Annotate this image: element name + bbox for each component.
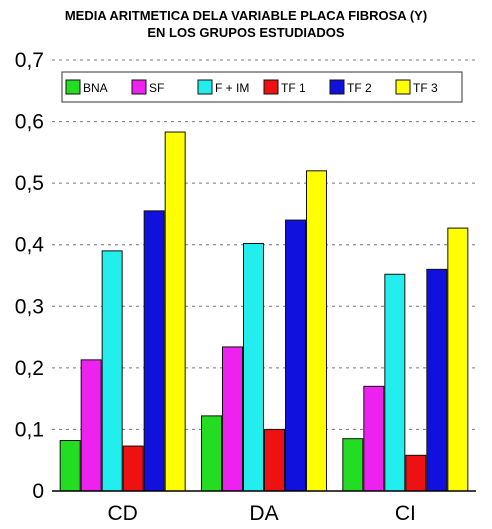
category-label: CI bbox=[395, 502, 416, 525]
bar-bna-cd bbox=[59, 440, 81, 492]
legend-label: TF 2 bbox=[347, 81, 372, 95]
bar-tf-3-ci bbox=[447, 227, 469, 492]
bar-tf-1-da bbox=[264, 428, 285, 492]
bar-tf-2-da bbox=[285, 219, 306, 492]
category-label: CD bbox=[107, 502, 137, 525]
y-tick-label: 0,2 bbox=[15, 357, 44, 380]
legend-label: BNA bbox=[83, 81, 108, 95]
legend-label: TF 3 bbox=[413, 81, 438, 95]
y-tick-label: 0,3 bbox=[15, 295, 44, 318]
bar-tf-2-cd bbox=[143, 210, 165, 492]
x-axis-categories: CD DA CI bbox=[107, 502, 415, 525]
legend-label: SF bbox=[149, 81, 164, 95]
chart-title: MEDIA ARITMETICA DELA VARIABLE PLACA FIB… bbox=[65, 8, 427, 23]
legend: BNA SF F + IM TF 1 TF 2 TF 3 bbox=[61, 71, 463, 103]
bars bbox=[59, 131, 469, 492]
legend-box bbox=[61, 71, 463, 103]
legend-label: F + IM bbox=[215, 81, 249, 95]
bar-tf-1-cd bbox=[122, 445, 144, 492]
bar-sf-ci bbox=[363, 385, 385, 492]
legend-swatch bbox=[263, 79, 279, 95]
y-tick-label: 0,5 bbox=[15, 172, 44, 195]
bar-tf-3-cd bbox=[164, 131, 186, 492]
bar-sf-da bbox=[222, 346, 243, 492]
legend-swatch bbox=[197, 79, 213, 95]
y-tick-label: 0,7 bbox=[15, 49, 44, 72]
y-tick-label: 0,4 bbox=[15, 234, 45, 257]
legend-swatch bbox=[395, 79, 411, 95]
category-label: DA bbox=[249, 502, 278, 525]
bar-f-im-cd bbox=[101, 250, 123, 492]
y-tick-label: 0 bbox=[32, 480, 44, 503]
y-axis-ticks: 0 0,1 0,2 0,3 0,4 0,5 0,6 0,7 bbox=[15, 49, 45, 503]
legend-swatch bbox=[329, 79, 345, 95]
bar-bna-ci bbox=[342, 438, 364, 492]
bar-sf-cd bbox=[80, 359, 102, 492]
legend-swatch bbox=[65, 79, 81, 95]
bar-bna-da bbox=[201, 415, 222, 492]
bar-tf-2-ci bbox=[426, 268, 448, 492]
legend-swatch bbox=[131, 79, 147, 95]
bar-tf-3-da bbox=[306, 170, 327, 492]
bar-f-im-da bbox=[243, 242, 264, 492]
y-tick-label: 0,6 bbox=[15, 111, 44, 134]
legend-label: TF 1 bbox=[281, 81, 306, 95]
y-tick-label: 0,1 bbox=[15, 418, 44, 441]
bar-tf-1-ci bbox=[405, 454, 427, 492]
bar-f-im-ci bbox=[384, 273, 406, 492]
chart-subtitle: EN LOS GRUPOS ESTUDIADOS bbox=[147, 25, 345, 40]
